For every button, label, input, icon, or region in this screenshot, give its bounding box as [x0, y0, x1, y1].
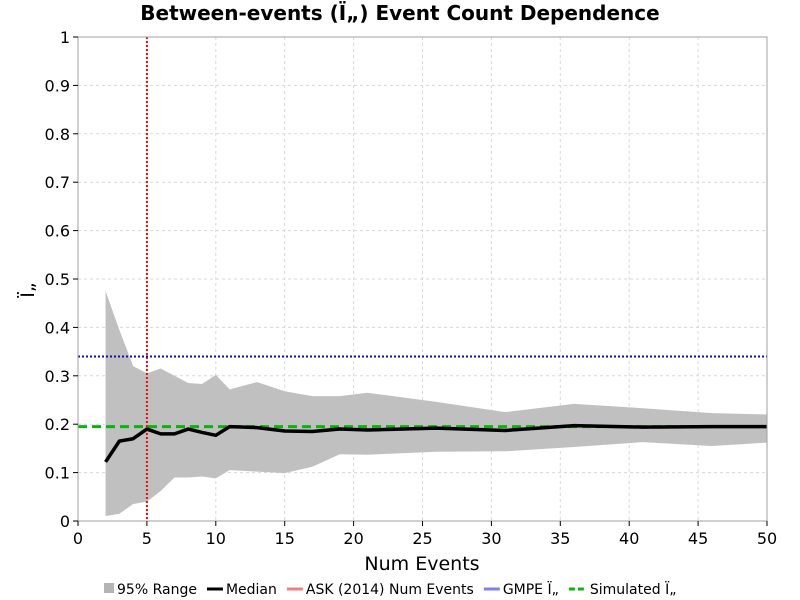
legend-item-2: ASK (2014) Num Events [286, 582, 474, 598]
x-tick-label: 15 [275, 529, 295, 548]
y-tick-label: 0.9 [45, 76, 70, 95]
y-tick-label: 0.4 [45, 318, 70, 337]
tick-labels-layer: 0 5 10 15 20 25 30 35 40 45 50 0 0.1 0.2 0.3 0.4 0.5 0.6 0… [45, 28, 778, 548]
y-tick-label: 0.6 [45, 222, 70, 241]
y-tick-label: 0.1 [45, 464, 70, 483]
y-tick-label: 0 [60, 512, 70, 531]
range-band-area [105, 291, 767, 517]
x-tick-label: 30 [481, 529, 501, 548]
legend-item-3: GMPE Ï„ [483, 580, 559, 598]
x-tick-label: 45 [688, 529, 708, 548]
x-tick-label: 10 [206, 529, 226, 548]
x-tick-label: 0 [73, 529, 83, 548]
legend-item-0: 95% Range [104, 582, 197, 598]
x-tick-label: 25 [412, 529, 432, 548]
legend-swatch [104, 583, 114, 593]
y-tick-label: 1 [60, 28, 70, 47]
y-tick-label: 0.8 [45, 125, 70, 144]
band-layer [105, 291, 767, 517]
y-tick-label: 0.3 [45, 367, 70, 386]
y-tick-label: 0.2 [45, 415, 70, 434]
legend-label: ASK (2014) Num Events [306, 582, 474, 598]
x-axis-label: Num Events [364, 553, 479, 575]
x-tick-label: 35 [550, 529, 570, 548]
y-axis-label: Ï„ [16, 282, 39, 297]
median-line [104, 423, 767, 463]
chart-title: Between-events (Ï„) Event Count Dependen… [140, 1, 659, 25]
x-tick-label: 50 [757, 529, 777, 548]
legend-label: Simulated Ï„ [590, 580, 677, 598]
x-tick-label: 20 [343, 529, 363, 548]
y-tick-label: 0.7 [45, 173, 70, 192]
legend-item-1: Median [206, 582, 277, 598]
legend-label: 95% Range [117, 582, 197, 598]
legend: 95% Range Median ASK (2014) Num Events GMPE… [104, 580, 676, 598]
legend-label: GMPE Ï„ [503, 580, 559, 598]
legend-label: Median [226, 582, 277, 598]
median-layer [104, 423, 767, 463]
x-tick-label: 40 [619, 529, 639, 548]
legend-item-4: Simulated Ï„ [568, 580, 677, 598]
y-tick-label: 0.5 [45, 270, 70, 289]
x-tick-label: 5 [142, 529, 152, 548]
